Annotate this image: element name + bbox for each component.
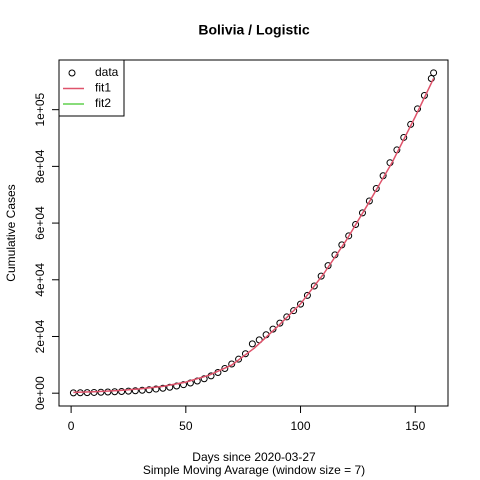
data-point — [145, 386, 153, 394]
legend-label: fit2 — [95, 96, 111, 110]
data-point — [186, 379, 194, 387]
data-point — [228, 360, 236, 368]
data-point — [352, 220, 360, 228]
legend-label: data — [95, 65, 119, 79]
legend-label: fit1 — [95, 81, 111, 95]
data-point — [310, 282, 318, 290]
data-point — [118, 387, 126, 395]
data-point — [317, 272, 325, 280]
data-point — [200, 375, 208, 383]
y-tick-label: 4e+04 — [33, 263, 47, 297]
data-point — [221, 365, 229, 373]
y-tick-label: 8e+04 — [33, 149, 47, 183]
data-point — [159, 384, 167, 392]
data-point — [111, 388, 119, 396]
x-axis-label: Days since 2020-03-27 — [192, 450, 316, 464]
fit-line — [73, 78, 435, 394]
data-point — [104, 388, 112, 396]
data-point — [303, 291, 311, 299]
data-point — [430, 69, 438, 77]
legend-symbol — [68, 69, 76, 77]
data-point — [345, 232, 353, 240]
data-point — [365, 197, 373, 205]
data-point — [283, 313, 291, 321]
data-point — [427, 74, 435, 82]
y-tick-label: 0e+00 — [33, 376, 47, 410]
data-point — [372, 184, 380, 192]
y-tick-label: 2e+04 — [33, 319, 47, 353]
data-point — [297, 300, 305, 308]
data-point — [235, 355, 243, 363]
data-point — [124, 387, 132, 395]
data-point — [276, 319, 284, 327]
x-tick-label: 150 — [405, 419, 425, 433]
data-point — [131, 387, 139, 395]
data-point — [358, 209, 366, 217]
plot-frame — [58, 59, 449, 407]
data-point — [241, 350, 249, 358]
data-point — [248, 340, 256, 348]
data-point — [166, 383, 174, 391]
data-point — [290, 307, 298, 315]
x-tick-label: 0 — [68, 419, 75, 433]
x-tick-label: 100 — [291, 419, 311, 433]
y-tick-label: 6e+04 — [33, 206, 47, 240]
y-tick-label: 1e+05 — [33, 92, 47, 126]
x-tick-label: 50 — [179, 419, 193, 433]
subtitle: Simple Moving Avarage (window size = 7) — [143, 463, 365, 477]
data-point — [152, 385, 160, 393]
chart-title: Bolivia / Logistic — [198, 22, 309, 38]
data-point — [138, 386, 146, 394]
data-point — [180, 381, 188, 389]
data-point — [269, 325, 277, 333]
y-axis-label: Cumulative Cases — [4, 184, 18, 281]
data-point — [173, 382, 181, 390]
